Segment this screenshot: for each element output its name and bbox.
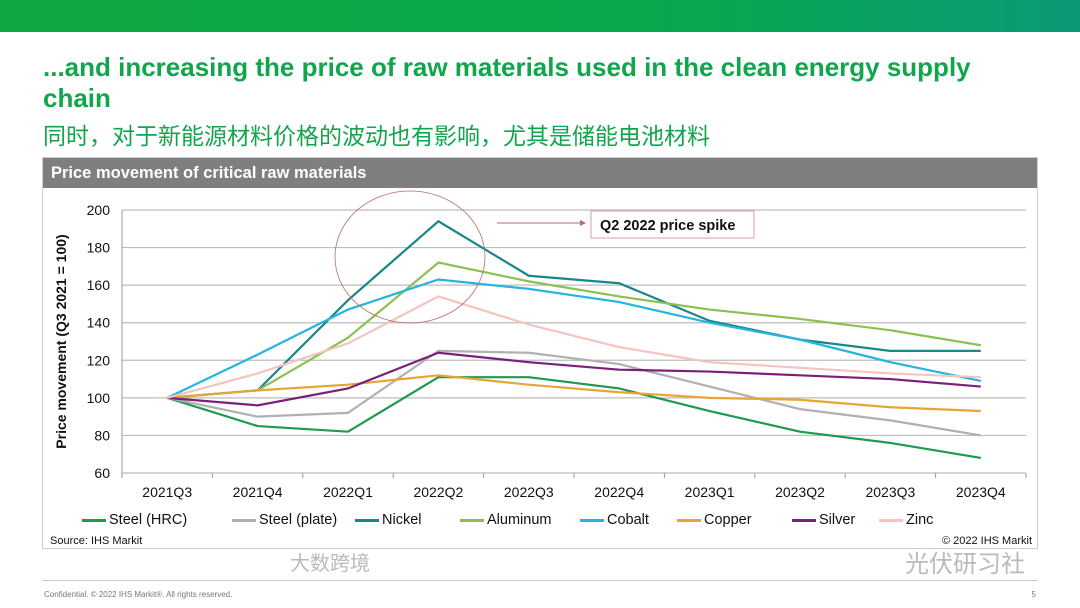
legend-swatch	[355, 518, 379, 522]
source-note: Source: IHS Markit	[50, 535, 143, 547]
y-tick-label: 120	[87, 352, 111, 368]
chart-legend: Steel (HRC) Steel (plate) Nickel Aluminum Co…	[82, 512, 959, 528]
y-tick-label: 180	[87, 240, 111, 256]
x-tick-label: 2021Q3	[142, 484, 192, 500]
series-line-aluminum	[167, 261, 981, 399]
footer-text: Confidential. © 2022 IHS Markit®. All ri…	[44, 590, 233, 599]
x-tick-label: 2022Q2	[413, 484, 463, 500]
legend-swatch	[792, 518, 816, 522]
x-tick-label: 2023Q3	[865, 484, 915, 500]
legend-swatch	[879, 518, 903, 522]
legend-label: Aluminum	[487, 512, 552, 528]
x-tick-label: 2022Q1	[323, 484, 373, 500]
x-tick-label: 2023Q1	[685, 484, 735, 500]
page-number: 5	[1031, 590, 1036, 599]
legend-label: Copper	[704, 512, 752, 528]
series-line-copper	[167, 374, 981, 413]
series-line-nickel	[167, 219, 981, 399]
slide-title: ...and increasing the price of raw mater…	[43, 52, 971, 113]
legend-item: Silver	[792, 512, 879, 528]
legend-item: Nickel	[355, 512, 460, 528]
x-tick-label: 2021Q4	[233, 484, 283, 500]
highlight-circle	[334, 190, 486, 324]
watermark-left: 大数跨境	[290, 553, 370, 575]
top-banner	[0, 0, 1080, 32]
footer-divider	[42, 580, 1038, 581]
y-tick-label: 140	[87, 315, 111, 331]
legend-swatch	[232, 518, 256, 522]
x-tick-label: 2023Q4	[956, 484, 1006, 500]
x-tick-label: 2023Q2	[775, 484, 825, 500]
legend-item: Copper	[677, 512, 792, 528]
chart-title: Price movement of critical raw materials	[43, 158, 1037, 188]
copyright-note: © 2022 IHS Markit	[941, 535, 1032, 547]
legend-item: Zinc	[879, 512, 959, 528]
slide-subtitle: 同时，对于新能源材料价格的波动也有影响，尤其是储能电池材料	[43, 123, 710, 149]
legend-swatch	[460, 518, 484, 522]
legend-swatch	[82, 518, 106, 522]
y-tick-label: 80	[94, 427, 110, 443]
y-tick-label: 60	[94, 465, 110, 481]
legend-label: Steel (HRC)	[109, 512, 188, 528]
legend-label: Silver	[819, 512, 856, 528]
series-line-zinc	[166, 295, 981, 399]
y-tick-label: 160	[87, 277, 111, 293]
legend-label: Cobalt	[607, 512, 649, 528]
x-tick-label: 2022Q3	[504, 484, 554, 500]
annotation-box	[590, 210, 755, 239]
series-line-silver	[167, 351, 981, 407]
chart-panel: Price movement of critical raw materials	[42, 157, 1038, 549]
x-tick-label: 2022Q4	[594, 484, 644, 500]
arrow-head-icon	[580, 220, 586, 226]
legend-item: Steel (HRC)	[82, 512, 232, 528]
legend-label: Zinc	[906, 512, 934, 528]
y-tick-label: 200	[87, 202, 111, 218]
series-line-steel-hrc-	[166, 376, 981, 460]
y-tick-label: 100	[87, 390, 111, 406]
legend-swatch	[580, 518, 604, 522]
legend-swatch	[677, 518, 701, 522]
legend-label: Steel (plate)	[259, 512, 338, 528]
series-line-steel-plate-	[166, 349, 981, 437]
legend-item: Aluminum	[460, 512, 580, 528]
series-line-cobalt	[166, 278, 982, 399]
watermark-right: 光伏研习社	[905, 551, 1025, 578]
legend-label: Nickel	[382, 512, 422, 528]
annotation-text: Q2 2022 price spike	[600, 218, 735, 234]
y-axis-label: Price movement (Q3 2021 = 100)	[53, 234, 69, 448]
legend-item: Steel (plate)	[232, 512, 355, 528]
legend-item: Cobalt	[580, 512, 677, 528]
